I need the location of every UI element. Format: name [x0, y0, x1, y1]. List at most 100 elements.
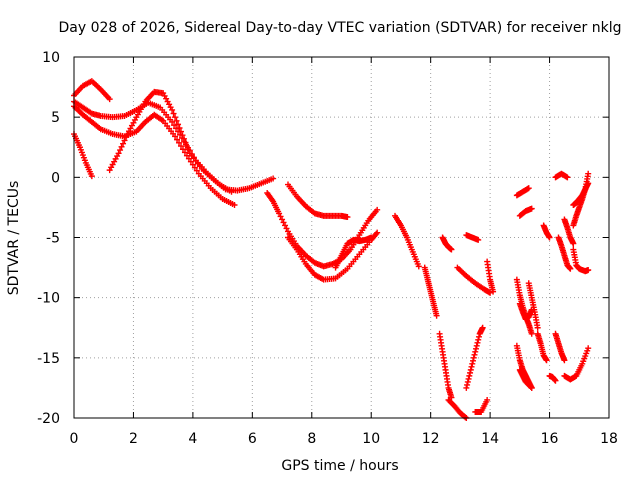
data-point [479, 324, 486, 331]
data-point [175, 121, 182, 128]
data-series [570, 180, 592, 209]
data-series [552, 330, 568, 364]
data-point [182, 139, 189, 146]
data-point [448, 246, 455, 253]
data-point [270, 175, 277, 182]
data-series [392, 212, 422, 270]
data-point [277, 213, 284, 220]
data-point [470, 354, 477, 361]
data-series [561, 345, 592, 383]
data-series [516, 205, 535, 219]
data-point [231, 202, 238, 209]
data-point [279, 216, 286, 223]
y-tick-label: 10 [42, 50, 60, 66]
data-point [467, 366, 474, 373]
x-tick-label: 14 [481, 431, 499, 447]
data-point [487, 289, 494, 296]
x-tick-label: 12 [422, 431, 440, 447]
data-series [570, 246, 592, 275]
y-tick-label: -10 [37, 291, 60, 307]
x-tick-label: 10 [362, 431, 380, 447]
data-point [118, 143, 125, 150]
data-point [171, 122, 178, 129]
data-point [570, 240, 577, 247]
x-tick-label: 4 [188, 431, 197, 447]
data-point [490, 288, 497, 295]
data-point [527, 383, 534, 390]
data-series [436, 330, 455, 401]
data-series [332, 234, 375, 271]
data-series [516, 366, 535, 391]
data-point [282, 222, 289, 229]
data-point [121, 137, 128, 144]
data-point [189, 161, 196, 168]
data-point [475, 336, 482, 343]
data-point [472, 348, 479, 355]
data-point [473, 342, 480, 349]
data-point [178, 143, 184, 150]
data-point [585, 170, 592, 177]
data-point [178, 128, 184, 135]
x-tick-label: 0 [70, 431, 79, 447]
data-point [475, 236, 482, 243]
data-series [484, 258, 497, 295]
data-series [285, 229, 381, 283]
data-series [513, 185, 532, 199]
x-axis-label: GPS time / hours [281, 458, 398, 474]
data-series [106, 88, 277, 194]
axis-ticks: 0 2 4 6 8 10 12 14 16 18 -20 -15 -10 -5 0 5 10 [37, 50, 618, 447]
data-point [466, 372, 473, 379]
data-point [180, 135, 187, 142]
data-point [433, 312, 440, 319]
data-series [513, 342, 535, 391]
data-series [516, 300, 535, 323]
data-point [543, 357, 550, 364]
y-tick-label: 0 [51, 170, 60, 186]
data-series [561, 216, 577, 247]
data-series [71, 78, 113, 103]
data-point [181, 149, 188, 156]
data-point [374, 229, 381, 236]
data-point [468, 363, 475, 370]
data-series [546, 372, 559, 384]
data-series [463, 232, 482, 243]
data-point [561, 357, 568, 364]
y-axis-label: SDTVAR / TECUs [6, 181, 22, 296]
data-point [280, 219, 287, 226]
data-point [191, 164, 198, 171]
data-point [469, 360, 476, 367]
chart-title: Day 028 of 2026, Sidereal Day-to-day VTE… [59, 20, 622, 36]
x-tick-label: 16 [541, 431, 559, 447]
data-point [415, 263, 422, 270]
data-point [567, 265, 574, 272]
data-series [439, 234, 455, 253]
data-point [183, 143, 190, 150]
data-point [176, 124, 183, 131]
data-point [585, 266, 592, 273]
data-point [179, 146, 186, 153]
data-point [585, 180, 592, 187]
x-tick-label: 8 [307, 431, 316, 447]
data-series [264, 189, 381, 270]
y-tick-label: -5 [46, 231, 60, 247]
x-tick-label: 2 [129, 431, 138, 447]
data-point [373, 230, 380, 237]
data-point [173, 117, 180, 124]
data-point [117, 147, 124, 154]
data-point [472, 345, 479, 352]
data-point [462, 414, 469, 421]
data-point [374, 206, 381, 213]
data-point [467, 369, 474, 376]
data-point [169, 106, 176, 113]
data-point [115, 150, 122, 157]
data-point [174, 136, 181, 143]
data-point [564, 174, 571, 181]
data-point [475, 333, 482, 340]
data-point [546, 234, 553, 241]
data-point [464, 378, 471, 385]
data-point [276, 210, 283, 217]
data-point [534, 324, 541, 331]
data-point [484, 396, 491, 403]
data-point [123, 134, 130, 141]
